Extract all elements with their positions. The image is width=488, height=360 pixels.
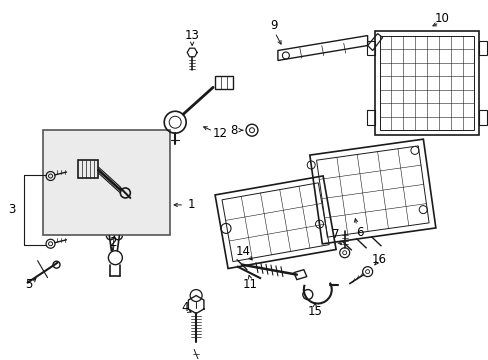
Text: 6: 6 (355, 226, 363, 239)
Text: 12: 12 (212, 127, 227, 140)
Bar (478, 41, 487, 55)
Text: 15: 15 (307, 305, 322, 318)
Text: 13: 13 (184, 29, 199, 42)
Bar (478, 110, 487, 125)
Text: 5: 5 (25, 278, 32, 291)
Text: 16: 16 (371, 253, 386, 266)
Text: 3: 3 (8, 203, 15, 216)
Bar (379, 36, 473, 130)
Text: 7: 7 (331, 228, 339, 241)
Text: 14: 14 (235, 245, 250, 258)
Text: 1: 1 (187, 198, 195, 211)
Text: 9: 9 (269, 19, 277, 32)
Text: 2: 2 (108, 236, 116, 249)
Text: 11: 11 (242, 278, 257, 291)
Bar (366, 41, 374, 55)
Bar (374, 31, 478, 135)
Text: 10: 10 (434, 12, 449, 25)
Text: 8: 8 (230, 124, 237, 137)
Bar (366, 110, 374, 125)
Text: 4: 4 (181, 301, 188, 314)
Bar (42, 130, 170, 235)
